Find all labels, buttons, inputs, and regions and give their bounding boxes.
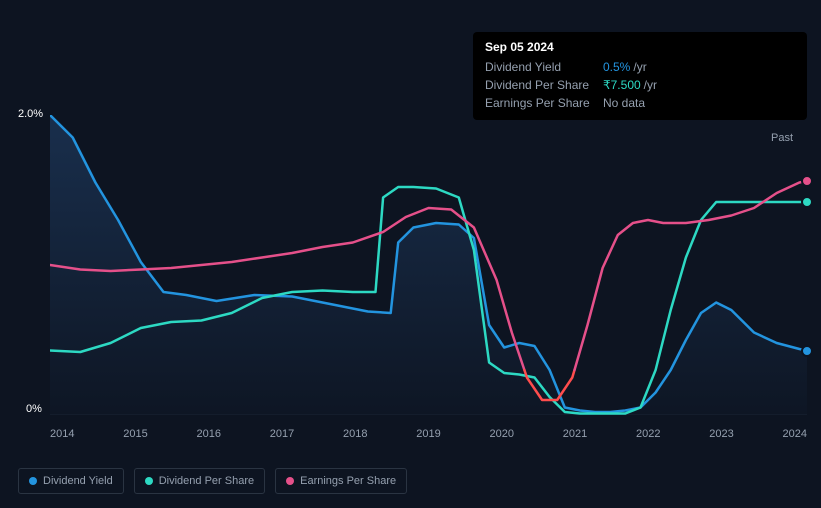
legend-item[interactable]: Earnings Per Share <box>275 468 407 494</box>
tooltip-metric-label: Earnings Per Share <box>485 96 603 110</box>
x-axis-tick: 2015 <box>123 428 147 440</box>
legend-dot <box>286 477 294 485</box>
legend-item[interactable]: Dividend Yield <box>18 468 124 494</box>
x-axis-tick: 2021 <box>563 428 587 440</box>
tooltip-metric-value: No data <box>603 96 645 110</box>
series-end-marker <box>801 345 813 357</box>
x-axis-tick: 2018 <box>343 428 367 440</box>
tooltip-row: Dividend Per Share₹7.500/yr <box>485 76 795 94</box>
tooltip-row: Dividend Yield0.5%/yr <box>485 58 795 76</box>
chart-tooltip: Sep 05 2024 Dividend Yield0.5%/yrDividen… <box>473 32 807 120</box>
chart-container: 2.0% 0% Past 201420152016201720182019202… <box>18 110 807 460</box>
legend: Dividend Yield Dividend Per Share Earnings… <box>18 468 407 494</box>
series-end-marker <box>801 196 813 208</box>
x-axis-tick: 2022 <box>636 428 660 440</box>
x-axis-tick: 2019 <box>416 428 440 440</box>
legend-label: Earnings Per Share <box>300 475 396 487</box>
tooltip-row: Earnings Per ShareNo data <box>485 94 795 112</box>
series-end-marker <box>801 175 813 187</box>
legend-item[interactable]: Dividend Per Share <box>134 468 265 494</box>
tooltip-metric-label: Dividend Yield <box>485 60 603 74</box>
x-axis-tick: 2023 <box>709 428 733 440</box>
x-axis-tick: 2017 <box>270 428 294 440</box>
x-axis-tick: 2024 <box>783 428 807 440</box>
x-axis-tick: 2016 <box>197 428 221 440</box>
legend-label: Dividend Yield <box>43 475 113 487</box>
tooltip-metric-label: Dividend Per Share <box>485 78 603 92</box>
legend-dot <box>145 477 153 485</box>
tooltip-metric-value: 0.5% <box>603 60 630 74</box>
tooltip-date: Sep 05 2024 <box>485 40 795 54</box>
tooltip-metric-unit: /yr <box>633 60 646 74</box>
chart-svg <box>50 115 807 415</box>
tooltip-metric-value: ₹7.500 <box>603 78 641 92</box>
legend-dot <box>29 477 37 485</box>
x-axis-tick: 2020 <box>490 428 514 440</box>
legend-label: Dividend Per Share <box>159 475 254 487</box>
tooltip-metric-unit: /yr <box>644 78 657 92</box>
plot-area[interactable] <box>50 115 807 415</box>
x-axis: 2014 2015 2016 2017 2018 2019 2020 2021 2022 2023… <box>50 428 807 440</box>
y-axis-max: 2.0% <box>18 108 43 120</box>
y-axis-min: 0% <box>26 403 42 415</box>
x-axis-tick: 2014 <box>50 428 74 440</box>
